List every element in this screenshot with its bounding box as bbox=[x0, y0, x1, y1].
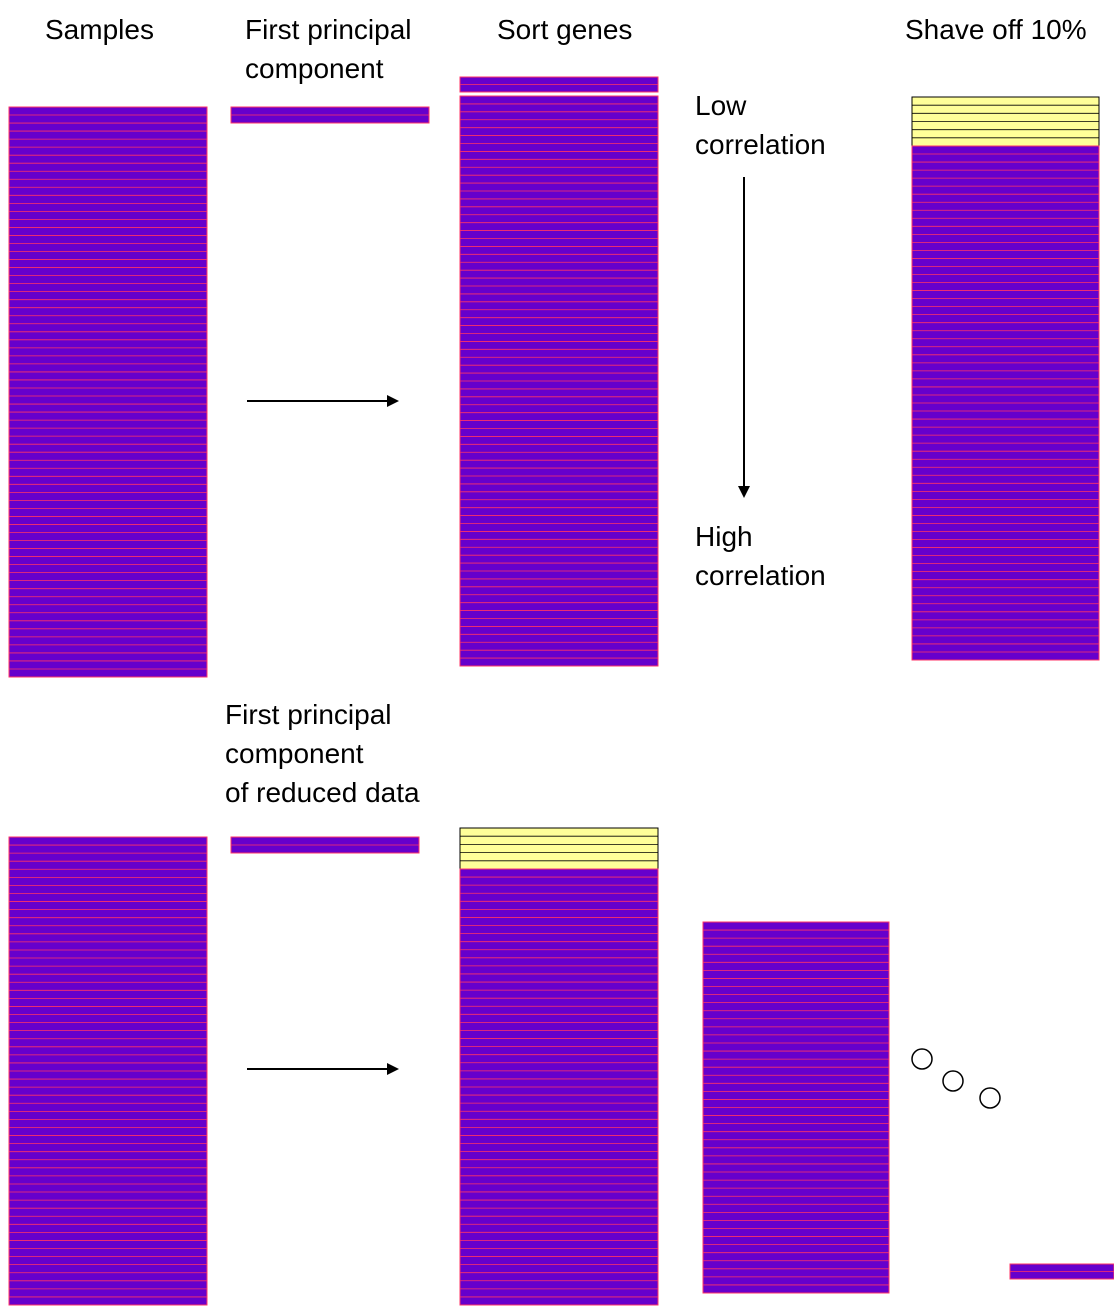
arrow-to-sort-bottom-head bbox=[387, 1063, 399, 1075]
arrow-to-sort-top bbox=[247, 395, 399, 407]
arrow-to-sort-bottom bbox=[247, 1063, 399, 1075]
sort-genes-label: Sort genes bbox=[497, 14, 633, 45]
ellipsis-circle bbox=[942, 1070, 964, 1092]
three-circles-icon bbox=[911, 1048, 1001, 1109]
reduced-pc-label-line2: component bbox=[225, 738, 364, 769]
reduced-pc-label-line3: of reduced data bbox=[225, 777, 420, 808]
sorted-genes-matrix bbox=[459, 95, 659, 667]
sorted-top-row bbox=[459, 76, 659, 93]
shaved-rows bbox=[911, 96, 1100, 147]
samples-matrix-frame bbox=[8, 106, 208, 678]
next-iteration-matrix bbox=[702, 921, 890, 1294]
low-correlation-label-line2: correlation bbox=[695, 129, 826, 160]
ellipsis-circle bbox=[979, 1087, 1001, 1109]
ellipsis-circle bbox=[911, 1048, 933, 1070]
reduced-sorted-matrix bbox=[459, 868, 659, 1306]
reduced-shaved-rows bbox=[459, 827, 659, 870]
reduced-pc-label-line1: First principal bbox=[225, 699, 392, 730]
samples-label: Samples bbox=[45, 14, 154, 45]
correlation-arrow-head bbox=[738, 486, 750, 498]
correlation-arrow bbox=[738, 177, 750, 498]
first-pc-vector bbox=[230, 106, 430, 124]
reduced-pc-vector bbox=[230, 836, 420, 854]
first-pc-label-line2: component bbox=[245, 53, 384, 84]
high-correlation-label-line1: High bbox=[695, 521, 753, 552]
final-pc-vector bbox=[1009, 1263, 1114, 1280]
first-pc-label-line1: First principal bbox=[245, 14, 412, 45]
remaining-genes-matrix bbox=[911, 145, 1100, 661]
samples-matrix bbox=[8, 106, 208, 678]
arrow-to-sort-top-head bbox=[387, 395, 399, 407]
high-correlation-label-line2: correlation bbox=[695, 560, 826, 591]
reduced-shaved-rows-frame bbox=[459, 827, 659, 870]
reduced-samples-matrix bbox=[8, 836, 208, 1306]
low-correlation-label-line1: Low bbox=[695, 90, 747, 121]
shave-off-label: Shave off 10% bbox=[905, 14, 1087, 45]
